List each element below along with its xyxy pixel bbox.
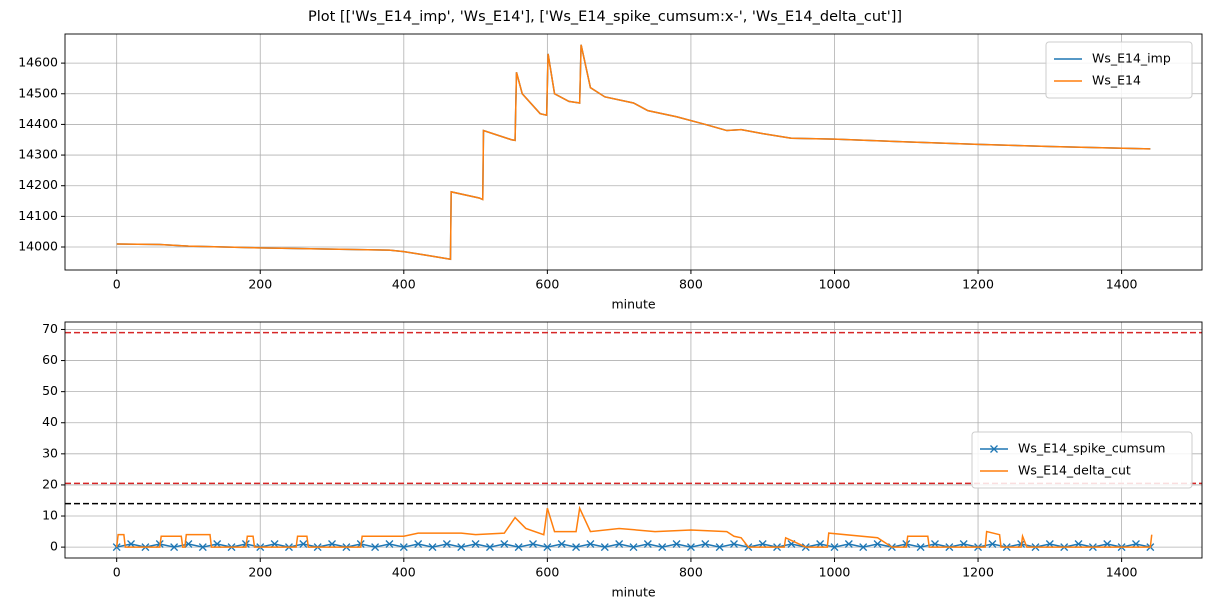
- point-marker: [615, 540, 624, 548]
- point-marker: [830, 543, 839, 552]
- x-tick-label: 0: [113, 565, 121, 580]
- point-marker: [328, 540, 336, 548]
- point-marker: [1045, 540, 1054, 548]
- point-marker: [988, 540, 997, 548]
- legend-label: Ws_E14: [1092, 73, 1141, 88]
- point-marker: [1074, 540, 1083, 548]
- point-marker: [572, 543, 581, 552]
- x-tick-label: 200: [248, 565, 272, 580]
- y-tick-label: 14300: [18, 147, 58, 162]
- point-marker: [198, 543, 207, 552]
- y-tick-label: 60: [42, 352, 58, 367]
- series-line: [115, 505, 1153, 548]
- y-tick-label: 0: [50, 539, 58, 554]
- legend-marker: [990, 445, 998, 453]
- y-tick-label: 10: [42, 508, 58, 523]
- plot-area: [116, 44, 1151, 261]
- point-marker: [931, 540, 939, 548]
- point-marker: [1103, 540, 1112, 548]
- x-tick-label: 1400: [1106, 565, 1138, 580]
- point-marker: [873, 540, 882, 548]
- y-tick-label: 14200: [18, 177, 58, 192]
- point-marker: [758, 540, 767, 548]
- point-marker: [658, 543, 667, 552]
- point-marker: [127, 540, 135, 548]
- axes-frame: [64, 321, 1203, 559]
- x-tick-label: 200: [248, 277, 272, 292]
- x-tick-label: 800: [679, 277, 703, 292]
- y-tick-label: 14400: [18, 116, 58, 131]
- x-axis-label: minute: [611, 297, 655, 312]
- point-marker: [557, 540, 566, 548]
- x-tick-label: 0: [113, 277, 121, 292]
- y-tick-label: 40: [42, 414, 58, 429]
- point-marker: [730, 540, 738, 548]
- legend-box: [971, 431, 1193, 489]
- y-tick-label: 30: [42, 445, 58, 460]
- point-marker: [213, 540, 222, 548]
- legend-label: Ws_E14_spike_cumsum: [1018, 441, 1165, 456]
- y-tick-label: 50: [42, 383, 58, 398]
- point-marker: [414, 540, 423, 548]
- figure-title: Plot [['Ws_E14_imp', 'Ws_E14'], ['Ws_E14…: [308, 9, 902, 25]
- series-line: [116, 44, 1151, 261]
- y-tick-label: 14500: [18, 85, 58, 100]
- x-tick-label: 1000: [819, 277, 851, 292]
- x-tick-label: 600: [535, 277, 559, 292]
- x-tick-label: 1400: [1106, 277, 1138, 292]
- x-tick-label: 400: [392, 277, 416, 292]
- x-tick-label: 1200: [962, 277, 994, 292]
- point-marker: [701, 540, 710, 548]
- point-marker: [600, 543, 609, 552]
- point-marker: [371, 543, 380, 552]
- series-line: [116, 44, 1151, 261]
- point-marker: [672, 540, 681, 548]
- point-marker: [859, 543, 868, 552]
- y-tick-label: 14100: [18, 208, 58, 223]
- point-marker: [428, 543, 437, 552]
- point-marker: [471, 540, 480, 548]
- point-marker: [170, 543, 179, 552]
- legend-box: [1045, 41, 1193, 99]
- point-marker: [529, 540, 537, 548]
- point-marker: [485, 543, 494, 552]
- point-marker: [586, 540, 595, 548]
- point-marker: [1132, 540, 1140, 548]
- point-marker: [514, 543, 523, 552]
- x-tick-label: 600: [535, 565, 559, 580]
- x-tick-label: 800: [679, 565, 703, 580]
- point-marker: [270, 540, 279, 548]
- point-marker: [844, 540, 853, 548]
- x-axis-label: minute: [611, 585, 655, 600]
- point-marker: [442, 540, 451, 548]
- x-tick-label: 1000: [819, 565, 851, 580]
- y-tick-label: 70: [42, 321, 58, 336]
- point-marker: [543, 543, 552, 552]
- legend-label: Ws_E14_delta_cut: [1018, 463, 1131, 478]
- point-marker: [299, 540, 308, 548]
- x-tick-label: 1200: [962, 565, 994, 580]
- axes-frame: [64, 33, 1203, 271]
- point-marker: [457, 543, 466, 552]
- point-marker: [959, 540, 968, 548]
- point-marker: [629, 543, 638, 552]
- point-marker: [816, 540, 825, 548]
- point-marker: [643, 540, 652, 548]
- point-marker: [686, 543, 695, 552]
- point-marker: [916, 543, 925, 552]
- y-tick-label: 14600: [18, 55, 58, 70]
- point-marker: [399, 543, 408, 552]
- point-marker: [500, 540, 509, 548]
- point-marker: [385, 540, 394, 548]
- legend-label: Ws_E14_imp: [1092, 51, 1171, 66]
- x-tick-label: 400: [392, 565, 416, 580]
- point-marker: [715, 543, 724, 552]
- y-tick-label: 14000: [18, 239, 58, 254]
- y-tick-label: 20: [42, 476, 58, 491]
